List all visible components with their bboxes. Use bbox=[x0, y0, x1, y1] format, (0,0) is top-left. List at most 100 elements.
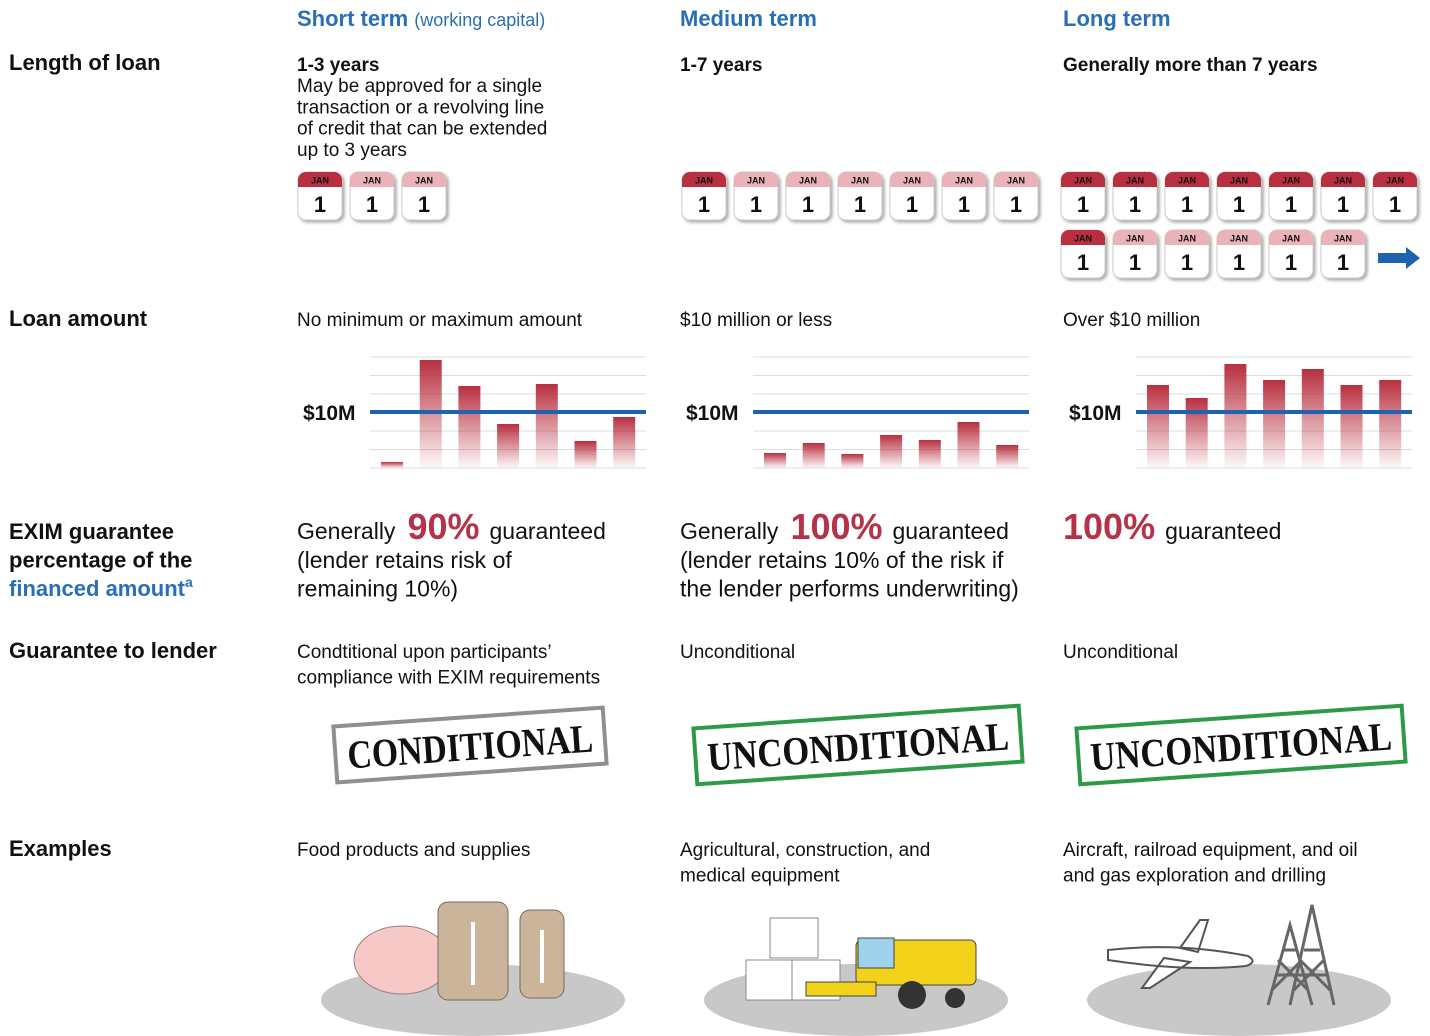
loan-amount: $10 million or less bbox=[680, 310, 832, 331]
calendar-month: JAN bbox=[1074, 176, 1092, 186]
bar bbox=[575, 441, 597, 468]
bar bbox=[803, 443, 825, 468]
row-label: Loan amount bbox=[9, 306, 148, 331]
loan-length: 1-3 years bbox=[297, 55, 379, 76]
row-label-line: financed amount bbox=[9, 576, 186, 601]
calendar-month: JAN bbox=[1178, 234, 1196, 244]
calendar-month: JAN bbox=[1126, 176, 1144, 186]
calendar-month: JAN bbox=[1230, 176, 1248, 186]
calendar-month: JAN bbox=[851, 176, 869, 186]
calendar-day: 1 bbox=[366, 192, 378, 217]
calendar-month: JAN bbox=[1334, 234, 1352, 244]
row-label: percentage of the bbox=[9, 548, 192, 573]
bar bbox=[1263, 380, 1285, 468]
calendar-month: JAN bbox=[1178, 176, 1196, 186]
example-text: Agricultural, construction, and bbox=[680, 840, 930, 861]
loan-amount: No minimum or maximum amount bbox=[297, 310, 583, 331]
lender-terms: Condtitional upon participants’ bbox=[297, 642, 552, 663]
calendar-day: 1 bbox=[854, 192, 866, 217]
box bbox=[770, 918, 818, 958]
calendar-icon: JAN 1 bbox=[1373, 172, 1417, 220]
calendar-month: JAN bbox=[1282, 234, 1300, 244]
calendar-icon: JAN 1 bbox=[1061, 172, 1105, 220]
calendar-icon: JAN1 bbox=[994, 172, 1038, 220]
column-title: Short term bbox=[297, 6, 408, 31]
calendar-day: 1 bbox=[802, 192, 814, 217]
bar bbox=[1379, 380, 1401, 468]
stamp: UNCONDITIONAL bbox=[1076, 706, 1405, 785]
calendar-day: 1 bbox=[1389, 192, 1401, 217]
calendar-day: 1 bbox=[1233, 192, 1245, 217]
guarantee-percent: 100% bbox=[1063, 506, 1155, 547]
harvester-cab bbox=[858, 938, 894, 968]
guarantee-pre: Generally bbox=[680, 518, 779, 544]
wheel bbox=[945, 988, 965, 1008]
loan-length-note: May be approved for a single bbox=[297, 76, 542, 97]
calendar-icon: JAN1 bbox=[298, 172, 342, 220]
guarantee-post: guaranteed bbox=[893, 518, 1009, 544]
column-note: (working capital) bbox=[414, 10, 545, 30]
calendar-day: 1 bbox=[1181, 192, 1193, 217]
column-title: Medium term bbox=[680, 6, 817, 31]
guarantee-pre: Generally bbox=[297, 518, 396, 544]
calendar-icon: JAN 1 bbox=[1061, 230, 1105, 278]
loan-length-note: transaction or a revolving line bbox=[297, 97, 544, 118]
calendar-day: 1 bbox=[314, 192, 326, 217]
bar bbox=[1186, 398, 1208, 468]
guarantee-percent: 100% bbox=[790, 506, 882, 547]
lender-terms: Unconditional bbox=[1063, 642, 1178, 663]
calendar-icon: JAN 1 bbox=[1217, 172, 1261, 220]
row-label: Length of loan bbox=[9, 50, 161, 75]
calendar-day: 1 bbox=[1285, 192, 1297, 217]
calendar-month: JAN bbox=[1007, 176, 1025, 186]
bar bbox=[880, 435, 902, 468]
calendar-icon: JAN 1 bbox=[1269, 230, 1313, 278]
bar bbox=[1224, 364, 1246, 468]
calendar-icon: JAN1 bbox=[402, 172, 446, 220]
illustration-base bbox=[1087, 964, 1391, 1036]
calendar-icon: JAN1 bbox=[1321, 230, 1365, 278]
bar bbox=[1302, 369, 1324, 468]
calendar-month: JAN bbox=[1074, 234, 1092, 244]
calendar-day: 1 bbox=[1077, 192, 1089, 217]
arrow bbox=[1378, 247, 1420, 269]
bar bbox=[1147, 385, 1169, 468]
infographic: Short term (working capital) Medium term Lo… bbox=[0, 0, 1430, 1036]
bar bbox=[497, 424, 519, 468]
bar bbox=[613, 417, 635, 468]
calendar-day: 1 bbox=[698, 192, 710, 217]
guarantee-note: remaining 10%) bbox=[297, 576, 458, 602]
calendar-day: 1 bbox=[1077, 250, 1089, 275]
example-text: medical equipment bbox=[680, 866, 840, 887]
example-text: Aircraft, railroad equipment, and oil bbox=[1063, 840, 1358, 861]
calendar-icon: JAN1 bbox=[734, 172, 778, 220]
calendar-day: 1 bbox=[418, 192, 430, 217]
stamp: UNCONDITIONAL bbox=[693, 706, 1022, 785]
calendar-day: 1 bbox=[750, 192, 762, 217]
calendar-day: 1 bbox=[1285, 250, 1297, 275]
calendar-month: JAN bbox=[363, 176, 381, 186]
calendar-month: JAN bbox=[903, 176, 921, 186]
guarantee-note: the lender performs underwriting) bbox=[680, 576, 1019, 602]
calendar-month: JAN bbox=[1386, 176, 1404, 186]
footnote-mark: a bbox=[185, 574, 193, 590]
bar bbox=[381, 462, 403, 468]
row-label: EXIM guarantee bbox=[9, 519, 174, 544]
guarantee-line: Generally 100% guaranteed bbox=[680, 506, 1009, 547]
stamp: CONDITIONAL bbox=[333, 708, 606, 783]
guarantee-post: guaranteed bbox=[490, 518, 606, 544]
calendar-day: 1 bbox=[1181, 250, 1193, 275]
calendar-day: 1 bbox=[1129, 250, 1141, 275]
threshold-label: $10M bbox=[1069, 402, 1122, 425]
bar bbox=[919, 440, 941, 468]
column-header: Medium term bbox=[680, 6, 817, 31]
row-label: Guarantee to lender bbox=[9, 638, 217, 663]
example-text: and gas exploration and drilling bbox=[1063, 866, 1326, 887]
lender-terms: Unconditional bbox=[680, 642, 795, 663]
calendar-day: 1 bbox=[958, 192, 970, 217]
